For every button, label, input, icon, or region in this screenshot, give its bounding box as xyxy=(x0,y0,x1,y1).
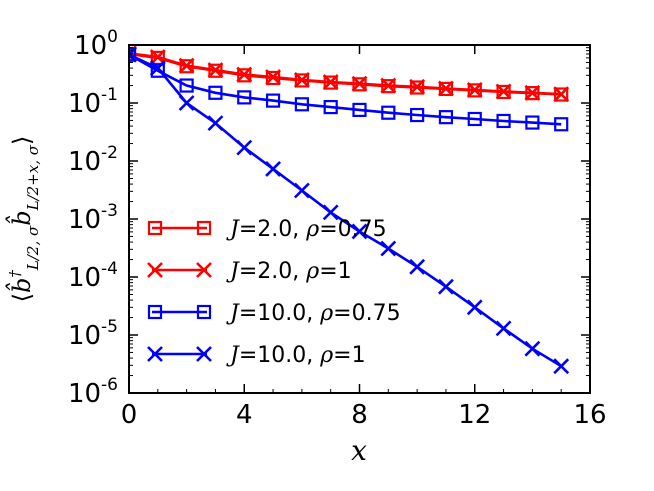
x-tick-label: 0 xyxy=(121,400,138,430)
data-point-j2_rho1 xyxy=(351,75,368,92)
data-point-j2_rho1 xyxy=(553,86,570,103)
y-tick-label: 10-3 xyxy=(68,201,118,235)
data-point-j10_rho075 xyxy=(525,115,540,130)
ylabel-b1: b̂ xyxy=(5,278,36,293)
data-point-j10_rho075 xyxy=(208,85,223,100)
y-tick-label: 10-4 xyxy=(68,259,118,293)
y-tick-label: 10-1 xyxy=(68,85,118,119)
data-point-j2_rho1 xyxy=(178,57,195,74)
legend-item-j2_rho1: J=2.0, ρ=1 xyxy=(147,259,352,284)
ylabel-dagger: † xyxy=(6,270,24,278)
legend-marker xyxy=(196,220,212,236)
legend-label: J=10.0, ρ=1 xyxy=(226,343,366,368)
data-point-j10_rho075 xyxy=(554,117,569,132)
data-point-j10_rho1 xyxy=(129,46,137,63)
plot-frame xyxy=(128,44,591,394)
ylabel-sub1: L/2, σ xyxy=(24,225,42,271)
data-point-j2_rho1 xyxy=(380,77,397,94)
data-point-j10_rho1 xyxy=(178,95,195,111)
data-point-j10_rho1 xyxy=(409,258,426,275)
y-tick-label: 10-6 xyxy=(68,375,118,409)
data-point-j10_rho075 xyxy=(265,93,281,108)
data-point-j10_rho075 xyxy=(323,99,338,115)
ylabel-close: ⟩ xyxy=(8,136,36,145)
x-tick-label: 8 xyxy=(351,400,368,430)
data-point-j2_rho1 xyxy=(322,74,339,90)
data-point-j2_rho1 xyxy=(293,72,310,88)
y-tick-label: 100 xyxy=(74,27,118,61)
legend-marker xyxy=(196,346,212,362)
data-point-j10_rho1 xyxy=(265,161,281,177)
ylabel-b2: b̂ xyxy=(5,210,36,225)
legend-marker xyxy=(196,262,212,278)
legend-label: J=2.0, ρ=0.75 xyxy=(226,217,387,242)
legend-item-j10_rho1: J=10.0, ρ=1 xyxy=(147,343,366,368)
data-point-j2_rho1 xyxy=(438,80,454,97)
data-point-j10_rho075 xyxy=(352,102,367,118)
legend-marker xyxy=(196,304,212,320)
data-point-j10_rho075 xyxy=(467,111,482,127)
data-point-j10_rho075 xyxy=(237,90,252,105)
series-j2_rho1 xyxy=(129,45,570,103)
y-tick-label: 10-2 xyxy=(68,143,118,177)
legend-marker xyxy=(147,220,163,236)
data-point-j10_rho075 xyxy=(129,47,137,62)
data-point-j10_rho075 xyxy=(496,113,511,129)
data-point-j10_rho1 xyxy=(438,278,454,295)
x-axis-label: x xyxy=(351,434,367,467)
legend-marker xyxy=(147,346,163,362)
legend-label: J=2.0, ρ=1 xyxy=(226,259,352,284)
series-j10_rho075 xyxy=(129,47,569,132)
series-line-j10_rho1 xyxy=(129,53,562,368)
data-point-j2_rho1 xyxy=(265,69,281,85)
x-tick-label: 12 xyxy=(458,400,491,430)
data-point-j10_rho1 xyxy=(207,115,224,132)
data-point-j10_rho1 xyxy=(149,60,166,76)
data-point-j10_rho075 xyxy=(179,78,194,93)
data-point-j10_rho075 xyxy=(294,97,309,112)
data-point-j10_rho1 xyxy=(495,320,512,337)
data-point-j10_rho075 xyxy=(438,110,454,125)
data-point-j10_rho1 xyxy=(466,299,483,316)
data-point-j10_rho1 xyxy=(293,182,310,199)
data-point-j10_rho1 xyxy=(380,240,397,257)
data-point-j2_rho1 xyxy=(495,83,512,100)
legend: J=2.0, ρ=0.75 J=2.0, ρ=1 J=10.0, ρ=0.75 J=1… xyxy=(147,217,401,368)
data-point-j10_rho075 xyxy=(150,63,165,78)
legend-marker xyxy=(147,262,163,278)
data-point-j10_rho075 xyxy=(410,107,425,123)
series-line-j10_rho075 xyxy=(129,53,562,126)
data-point-j10_rho1 xyxy=(236,139,253,156)
data-point-j10_rho1 xyxy=(553,358,570,375)
series-line-j2_rho1 xyxy=(129,52,562,96)
data-point-j2_rho1 xyxy=(466,82,483,98)
legend-item-j10_rho075: J=10.0, ρ=0.75 xyxy=(147,301,401,326)
data-point-j10_rho1 xyxy=(322,204,339,221)
data-point-j10_rho075 xyxy=(381,105,396,120)
x-tick-label: 16 xyxy=(573,400,606,430)
x-tick-label: 4 xyxy=(236,400,253,430)
legend-item-j2_rho075: J=2.0, ρ=0.75 xyxy=(147,217,387,242)
data-point-j2_rho1 xyxy=(409,78,426,95)
data-point-j2_rho1 xyxy=(524,84,541,101)
data-point-j2_rho1 xyxy=(207,62,224,78)
data-point-j10_rho1 xyxy=(524,340,541,357)
series-j10_rho1 xyxy=(129,46,570,375)
y-tick-label: 10-5 xyxy=(68,317,118,351)
ylabel-open: ⟨ xyxy=(8,293,36,302)
y-axis-label: ⟨b̂†L/2, σb̂L/2+x, σ⟩ xyxy=(5,136,42,303)
legend-marker xyxy=(147,304,163,320)
ylabel-sub2: L/2+x, σ xyxy=(24,144,42,211)
legend-label: J=10.0, ρ=0.75 xyxy=(226,301,401,326)
svg-text:⟨b̂†L/2, σb̂L/2+x, σ⟩: ⟨b̂†L/2, σb̂L/2+x, σ⟩ xyxy=(5,136,42,303)
data-point-j10_rho1 xyxy=(351,223,368,240)
data-point-j2_rho1 xyxy=(236,66,253,83)
